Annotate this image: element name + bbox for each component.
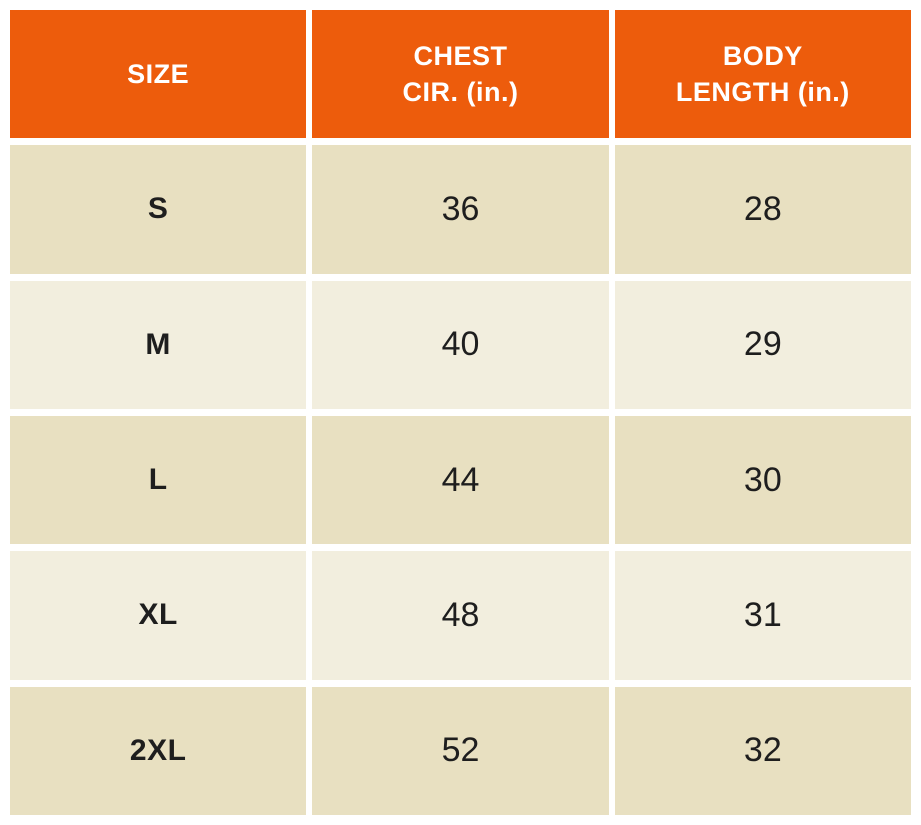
chest-cir-cell: 40 — [312, 280, 609, 409]
size-cell: XL — [10, 551, 307, 680]
chest-cir-cell: 52 — [312, 686, 609, 815]
body-length-cell: 29 — [614, 280, 911, 409]
body-length-cell: 28 — [614, 145, 911, 274]
size-cell: 2XL — [10, 686, 307, 815]
body-length-cell: 31 — [614, 551, 911, 680]
size-cell: L — [10, 415, 307, 545]
chest-cir-cell: 44 — [312, 415, 609, 545]
body-length-cell: 30 — [614, 415, 911, 545]
chest-cir-cell: 36 — [312, 145, 609, 274]
column-header-body-length: BODY LENGTH (in.) — [614, 10, 911, 139]
body-length-cell: 32 — [614, 686, 911, 815]
chest-cir-cell: 48 — [312, 551, 609, 680]
size-cell: S — [10, 145, 307, 274]
column-header-chest-cir: CHEST CIR. (in.) — [312, 10, 609, 139]
size-cell: M — [10, 280, 307, 409]
column-header-size: SIZE — [10, 10, 307, 139]
